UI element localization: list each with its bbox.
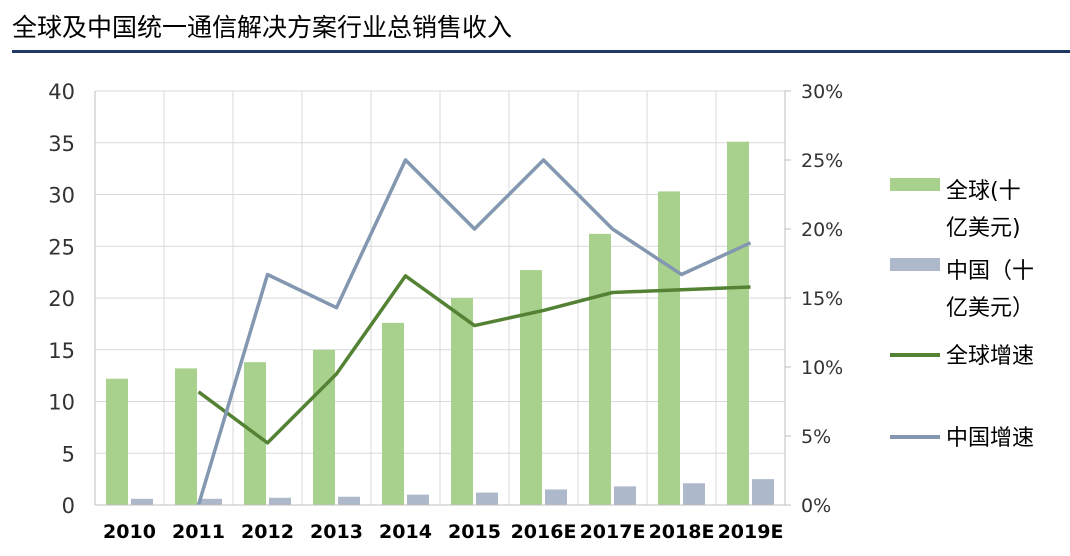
y2-tick-label: 20%: [801, 219, 843, 241]
line-series-1: [196, 158, 752, 506]
y-tick-label: 40: [48, 80, 75, 104]
legend-label: 亿美元）: [946, 296, 1034, 321]
y-tick-label: 5: [62, 442, 75, 466]
y2-tick-label: 30%: [801, 81, 843, 103]
bar-1: [476, 492, 498, 505]
y-tick-label: 20: [48, 287, 75, 311]
x-tick-label: 2010: [103, 521, 156, 543]
legend-label: 全球(十: [946, 179, 1021, 204]
bar-1: [545, 489, 567, 505]
y-axis-right: 0% 5% 10% 15% 20% 25% 30%: [784, 81, 843, 517]
bar-1: [269, 497, 291, 505]
bar-0: [106, 378, 128, 505]
title-rule: [12, 50, 1070, 53]
bar-1: [752, 479, 774, 505]
x-tick-label: 2016E: [511, 521, 577, 543]
bar-1: [407, 494, 429, 505]
bar-series: [106, 141, 774, 505]
x-tick-label: 2015: [448, 521, 501, 543]
y-tick-label: 15: [48, 339, 75, 363]
bar-1: [131, 498, 153, 505]
x-tick-label: 2017E: [580, 521, 646, 543]
x-axis: 2010 2011 2012 2013 2014 2015 2016E 2017E 2018E 2…: [95, 504, 785, 543]
x-tick-label: 2019E: [718, 521, 784, 543]
bar-1: [683, 483, 705, 505]
y-tick-label: 30: [48, 184, 75, 208]
y-axis-left: 0 5 10 15 20 25 30 35 40: [48, 80, 96, 518]
bar-0: [520, 270, 542, 505]
legend-label: 亿美元): [946, 216, 1021, 241]
line-series: [196, 158, 752, 506]
y-tick-label: 35: [48, 132, 75, 156]
x-tick-label: 2018E: [649, 521, 715, 543]
chart-title: 全球及中国统一通信解决方案行业总销售收入: [12, 13, 513, 42]
bar-0: [727, 141, 749, 505]
legend-label: 中国增速: [946, 426, 1034, 451]
bar-0: [382, 322, 404, 505]
y2-tick-label: 0%: [801, 495, 831, 517]
bar-1: [614, 486, 636, 505]
y2-tick-label: 5%: [801, 426, 831, 448]
legend-swatch: [890, 178, 940, 191]
y-tick-label: 25: [48, 235, 75, 259]
x-tick-label: 2013: [310, 521, 363, 543]
bar-0: [451, 298, 473, 505]
x-tick-label: 2011: [172, 521, 225, 543]
legend-label: 全球增速: [946, 344, 1034, 369]
x-tick-label: 2014: [379, 521, 432, 543]
y2-tick-label: 25%: [801, 150, 843, 172]
x-tick-label: 2012: [241, 521, 294, 543]
bar-0: [313, 349, 335, 505]
y-tick-label: 10: [48, 391, 75, 415]
y2-tick-label: 10%: [801, 357, 843, 379]
legend-label: 中国（十: [946, 259, 1034, 284]
y-tick-label: 0: [62, 494, 75, 518]
legend-swatch: [890, 258, 940, 271]
bar-0: [589, 233, 611, 505]
line-series-0: [197, 274, 751, 445]
bar-0: [175, 368, 197, 505]
bar-1: [338, 496, 360, 505]
bar-0: [658, 191, 680, 505]
bar-1: [200, 498, 222, 505]
grid-lines: [94, 90, 786, 506]
y2-tick-label: 15%: [801, 288, 843, 310]
